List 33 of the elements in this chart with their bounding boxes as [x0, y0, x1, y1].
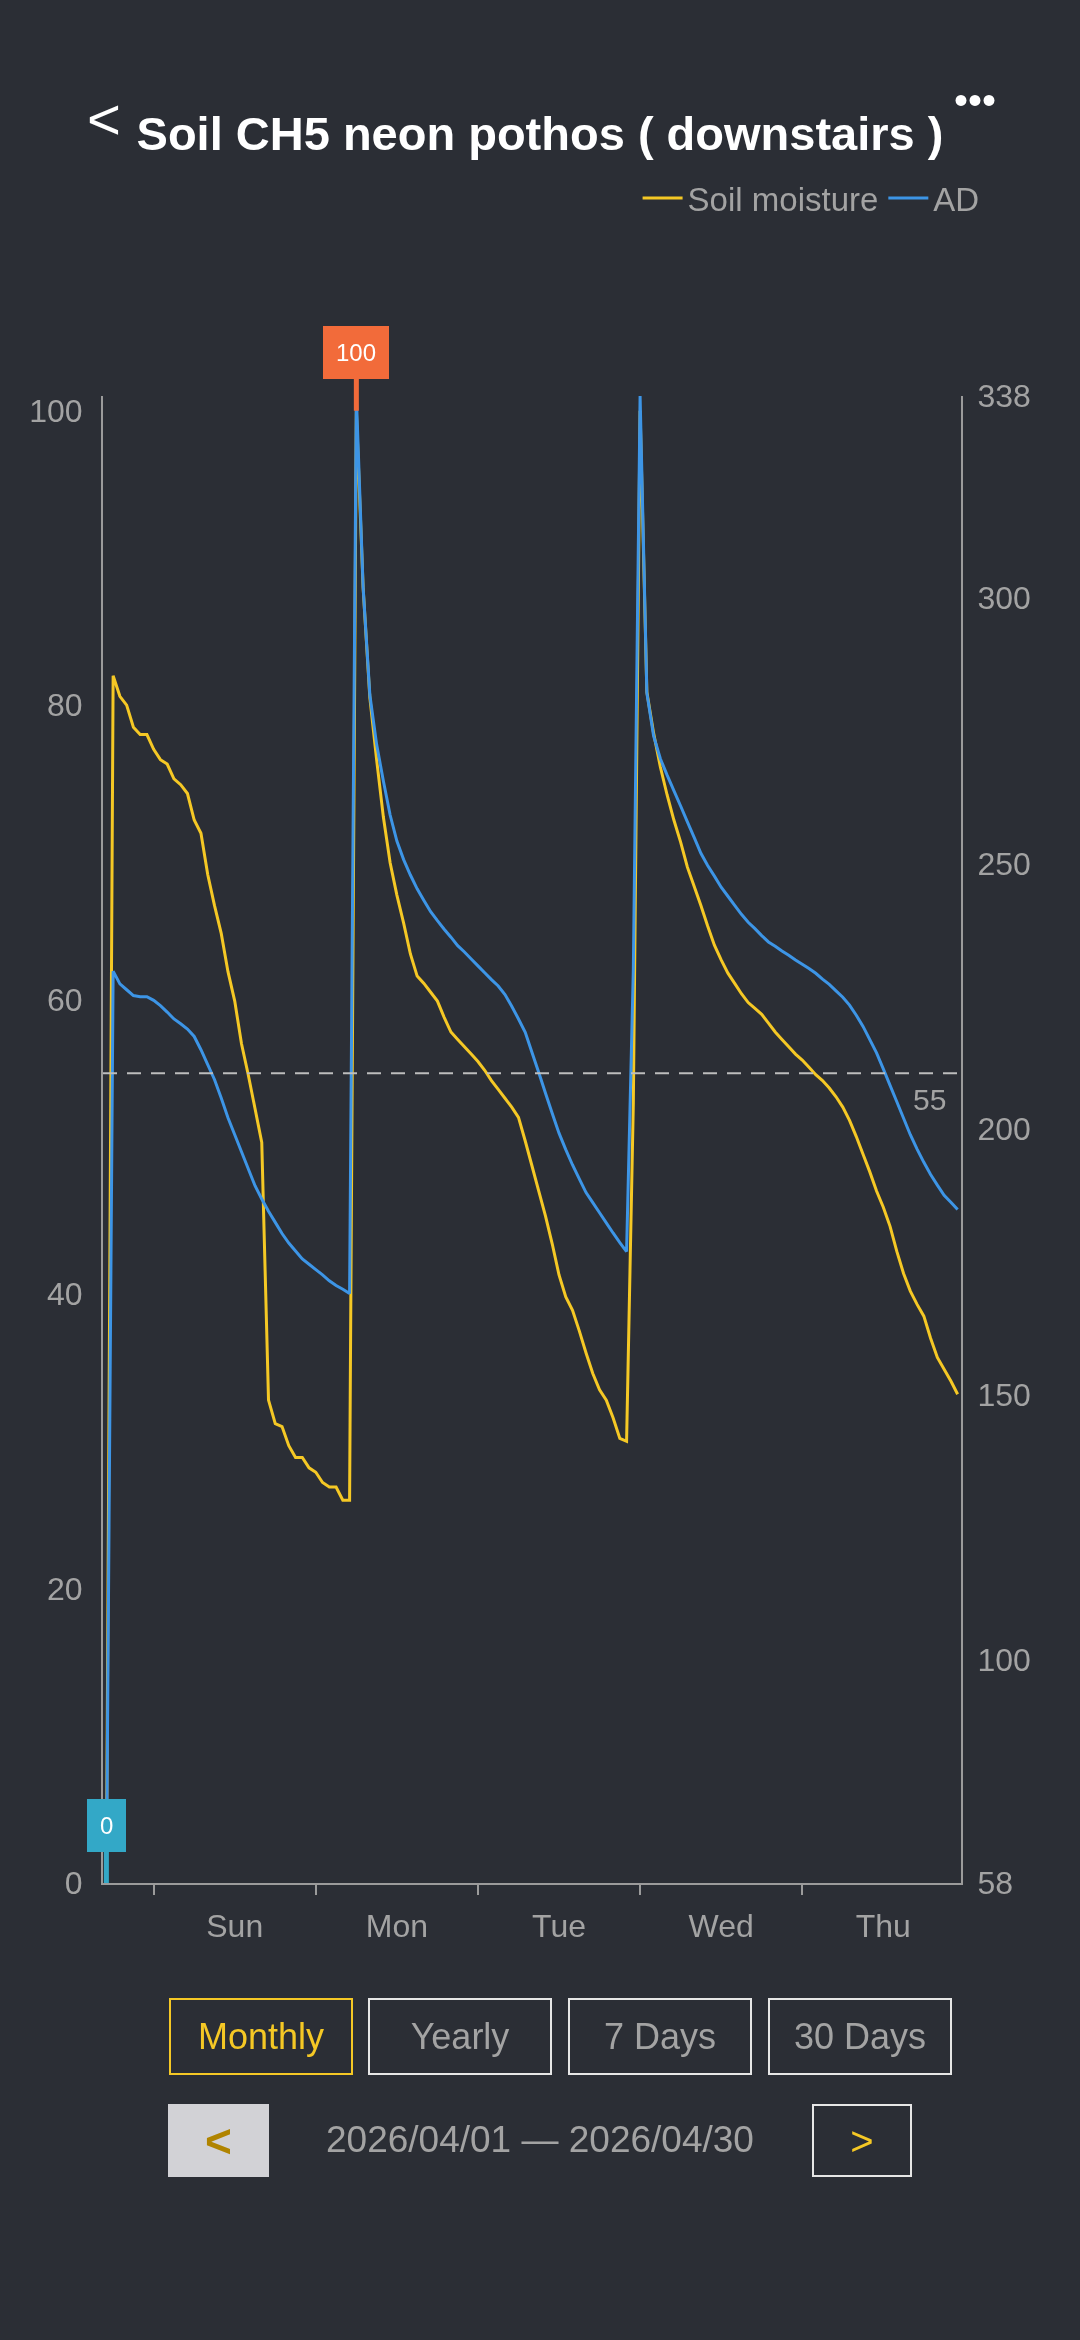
y-tick-label: 60	[47, 981, 83, 1018]
x-tick-label: Tue	[532, 1908, 586, 1945]
y2-tick-label: 100	[977, 1642, 1031, 1679]
x-tick-label: Wed	[688, 1908, 754, 1945]
y2-tick-label: 250	[977, 845, 1031, 882]
y2-tick-label: 200	[977, 1111, 1031, 1148]
ref-line-label: 55	[913, 1083, 947, 1116]
y-tick-label: 40	[47, 1276, 83, 1313]
chart-title: Soil CH5 neon pothos ( downstairs )	[136, 107, 944, 161]
text: Monthly	[197, 2016, 325, 2057]
x-tick-label: Thu	[855, 1908, 911, 1945]
text: <	[87, 86, 121, 151]
annotation: 100	[336, 339, 377, 366]
y-tick-label: 100	[29, 392, 83, 429]
text: 7 Days	[603, 2016, 717, 2057]
y2-tick-label: 58	[977, 1865, 1013, 1902]
annotation: 0	[100, 1812, 114, 1839]
text: <	[205, 2114, 232, 2167]
x-tick-label: Mon	[365, 1908, 429, 1945]
text: Yearly	[410, 2016, 510, 2057]
text: >	[850, 2118, 874, 2163]
text: 30 Days	[793, 2016, 927, 2057]
text: •••	[954, 78, 997, 122]
y2-tick-label: 150	[977, 1376, 1031, 1413]
text: 2026/04/01 — 2026/04/30	[326, 2119, 754, 2160]
y2-tick-label: 338	[977, 378, 1031, 415]
y-tick-label: 80	[47, 687, 83, 724]
legend-label: AD	[933, 180, 980, 218]
legend-label: Soil moisture	[687, 180, 879, 218]
y-tick-label: 0	[64, 1865, 83, 1902]
y2-tick-label: 300	[977, 580, 1031, 617]
x-tick-label: Sun	[206, 1908, 264, 1945]
y-tick-label: 20	[47, 1570, 83, 1607]
